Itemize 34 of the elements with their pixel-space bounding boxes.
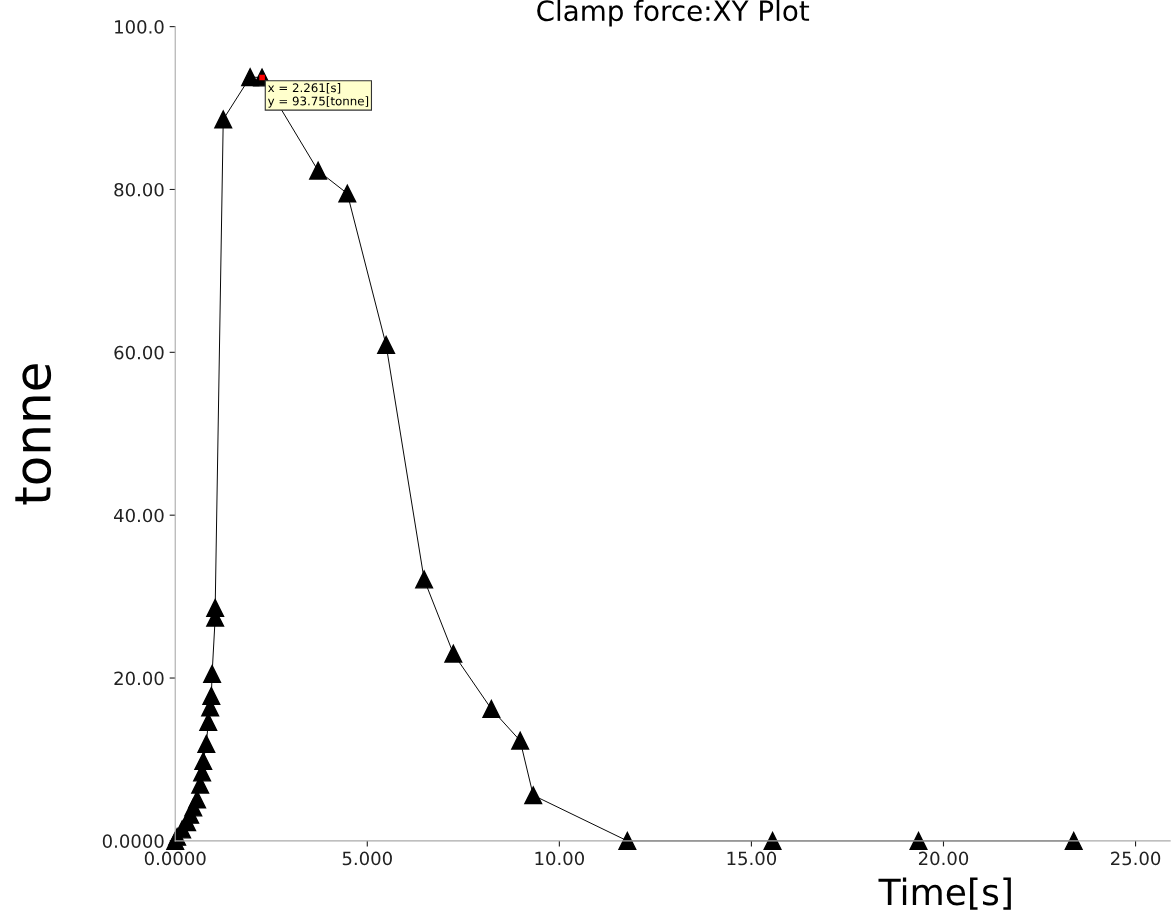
point [618,831,637,850]
point [214,110,233,129]
point [194,752,213,771]
point [1064,831,1083,850]
y-tick-label: 0.0000 [102,834,164,848]
point [511,731,530,750]
x-tick-label: 10.00 [535,851,584,866]
point [202,686,221,705]
y-tick-label: 100.0 [115,20,164,34]
point [482,699,501,719]
y-axis-title: tonne [15,364,52,505]
point [444,644,463,663]
point [415,570,434,589]
annotation: x = 2.261[s] y = 93.75[tonne] [267,83,369,108]
point [524,786,543,805]
point [338,184,357,203]
x-tick-label: 20.00 [918,851,969,866]
point [377,335,396,355]
point [909,831,928,850]
x-tick-label: 25.00 [1111,851,1161,866]
y-tick-label: 20.00 [114,671,164,686]
y-tick-label: 60.00 [114,345,164,360]
y-tick-label: 40.00 [114,508,164,523]
point [197,734,216,754]
point [203,664,222,683]
x-tick-label: 5.000 [342,851,392,866]
y-tick-label: 80.00 [114,182,164,197]
point [763,831,782,850]
point [206,598,225,618]
x-tick-label: 15.00 [727,851,777,866]
point [309,161,328,180]
x-tick-label: 0.0000 [144,851,206,866]
x-axis-title: Time[s] [878,877,1011,910]
chart-title: Clamp force:XY Plot [537,0,810,27]
